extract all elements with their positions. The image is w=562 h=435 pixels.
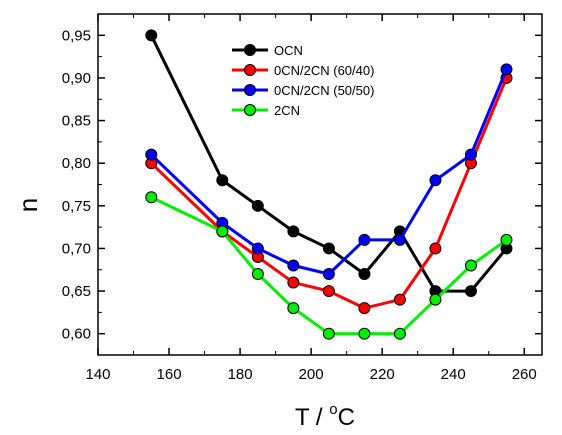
legend-entry: 0CN/2CN (50/50) [232,83,374,98]
data-point [464,259,477,272]
data-point [216,174,229,187]
data-point [216,225,229,238]
data-point [358,302,371,315]
legend-label: 0CN/2CN (50/50) [274,83,374,98]
data-point [429,174,442,187]
series-3 [145,63,513,281]
y-axis-title: n [13,198,43,212]
data-point [358,327,371,340]
legend-label: 0CN/2CN (60/40) [274,63,374,78]
data-point [287,302,300,315]
y-tick-label: 0,90 [62,70,91,87]
data-point [322,242,335,255]
legend-swatch-marker [244,84,256,96]
series-line [149,34,508,293]
x-tick-label: 200 [299,366,324,383]
series-line [150,77,508,310]
data-point [358,233,371,246]
y-tick-label: 0,65 [62,283,91,300]
data-point [393,327,406,340]
x-tick-label: 220 [370,366,395,383]
data-point [322,268,335,281]
series-line [150,195,508,336]
series-line [150,68,508,276]
data-point [322,285,335,298]
legend: OCN 0CN/2CN (60/40) 0CN/2CN (50/50) 2CN [232,43,374,118]
y-tick-label: 0,85 [62,113,91,130]
legend-entry: 2CN [232,103,300,118]
data-point [322,327,335,340]
legend-swatch-marker [244,64,256,76]
legend-label: OCN [274,43,303,58]
legend-entry: 0CN/2CN (60/40) [232,63,374,78]
y-tick-label: 0,95 [62,27,91,44]
y-tick-label: 0,80 [62,155,91,172]
data-point [429,293,442,306]
x-tick-label: 240 [441,366,466,383]
legend-swatch-marker [244,44,256,56]
data-point [287,225,300,238]
data-point [251,268,264,281]
legend-swatch-marker [244,104,256,116]
x-tick-label: 140 [85,366,110,383]
data-point [429,242,442,255]
data-point [358,268,371,281]
data-point [500,233,513,246]
data-point [145,148,158,161]
data-point [464,148,477,161]
series-1 [145,29,513,298]
data-point [464,285,477,298]
data-point [500,63,513,76]
x-tick-label: 180 [228,366,253,383]
data-point [287,259,300,272]
y-tick-label: 0,60 [62,326,91,343]
data-point [287,276,300,289]
axis-titles: n T / oC [13,198,355,431]
y-tick-label: 0,75 [62,198,91,215]
x-axis-title: T / oC [295,401,355,431]
ticks: 140 160 180 200 220 240 260 0,60 0,65 0,70 0,75 0,8… [62,14,542,383]
y-tick-label: 0,70 [62,240,91,257]
data-point [145,191,158,204]
series-layer [145,29,513,340]
series-4 [145,191,513,340]
legend-label: 2CN [274,103,300,118]
legend-entry: OCN [232,43,303,58]
x-tick-label: 160 [157,366,182,383]
x-tick-label: 260 [512,366,537,383]
data-point [251,199,264,212]
data-point [251,242,264,255]
data-point [393,233,406,246]
data-point [145,29,158,42]
data-point [393,293,406,306]
